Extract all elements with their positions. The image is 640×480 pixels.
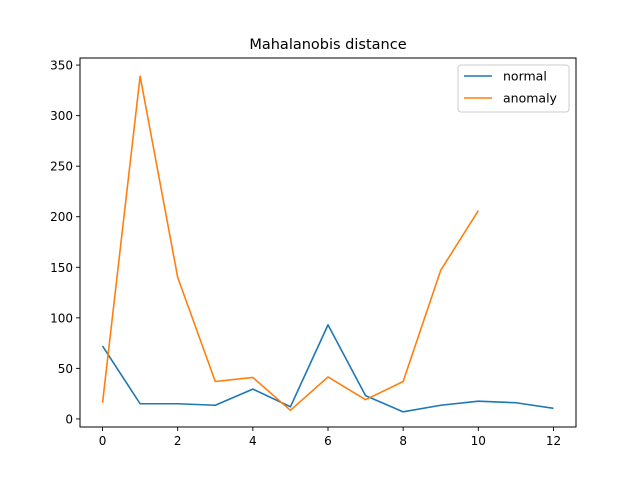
series-line-anomaly (101, 75, 479, 412)
x-tick-label: 12 (546, 434, 561, 448)
plot-area (79, 57, 577, 428)
x-axis: 0 2 4 6 8 10 12 (99, 427, 561, 448)
x-tick-label: 6 (324, 434, 332, 448)
y-tick-label: 0 (65, 412, 73, 426)
x-tick-label: 2 (174, 434, 182, 448)
y-tick-label: 50 (58, 362, 73, 376)
x-tick-label: 4 (249, 434, 257, 448)
y-tick-label: 200 (50, 210, 73, 224)
y-tick-label: 150 (50, 261, 73, 275)
y-tick-label: 300 (50, 109, 73, 123)
x-tick-label: 8 (399, 434, 407, 448)
legend: normal anomaly (457, 64, 570, 113)
x-tick-label: 10 (471, 434, 486, 448)
y-axis: 0 50 100 150 200 250 300 350 (50, 59, 80, 426)
y-tick-label: 100 (50, 311, 73, 325)
legend-label-anomaly: anomaly (503, 91, 558, 106)
series-layer (101, 75, 554, 413)
y-tick-label: 250 (50, 160, 73, 174)
x-tick-label: 0 (99, 434, 107, 448)
y-tick-label: 350 (50, 59, 73, 73)
chart-title: Mahalanobis distance (249, 37, 406, 53)
series-line-normal (101, 324, 554, 413)
legend-label-normal: normal (503, 69, 547, 84)
